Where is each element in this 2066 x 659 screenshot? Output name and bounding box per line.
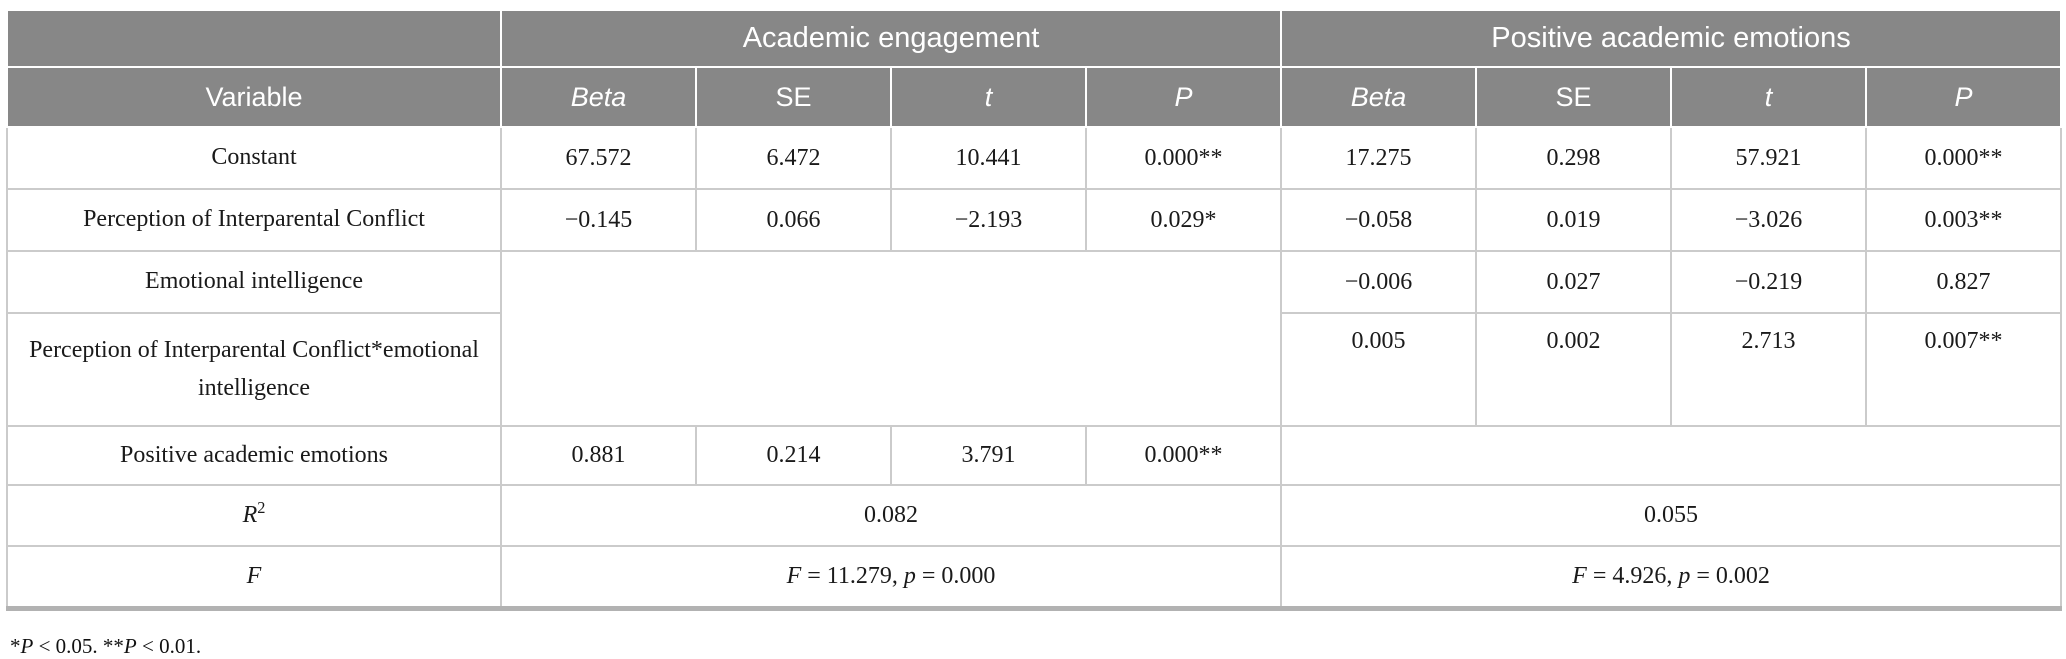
f-symbol: F [1572, 563, 1587, 589]
cell-value: −0.219 [1670, 250, 1868, 314]
col-header-p-emotions: P [1865, 66, 2063, 128]
r-exponent: 2 [257, 497, 266, 517]
significance-footnote: *P < 0.05. **P < 0.01. [10, 634, 2066, 659]
col-header-t-emotions: t [1670, 66, 1868, 128]
table-row-perception-conflict: Perception of Interparental Conflict −0.… [6, 188, 2063, 252]
f-value: = 4.926, [1586, 563, 1679, 589]
footnote-p-symbol: P [20, 634, 34, 658]
cell-value: 10.441 [890, 126, 1087, 190]
footnote-text: < 0.01. [136, 634, 202, 658]
cell-value: 0.005 [1280, 312, 1478, 427]
row-label-text: Perception of Interparental Conflict*emo… [29, 337, 479, 401]
p-symbol: p [903, 563, 916, 589]
p-value: = 0.000 [915, 563, 996, 589]
cell-value: −0.058 [1280, 188, 1478, 252]
table-row-f-statistic: F F = 11.279, p = 0.000 F = 4.926, p = 0… [6, 545, 2063, 610]
col-header-se-emotions: SE [1475, 66, 1673, 128]
table-row-conflict-x-emotional-intelligence: Perception of Interparental Conflict*emo… [6, 312, 2063, 427]
cell-value: 0.214 [695, 425, 892, 486]
column-header-row: Variable Beta SE t P Beta SE t P [6, 66, 2063, 128]
col-header-beta-engagement: Beta [500, 66, 697, 128]
cell-value: −0.145 [500, 188, 697, 252]
col-header-p-engagement: P [1084, 66, 1283, 128]
empty-merged-cell-engagement [499, 250, 1283, 427]
cell-value: 0.002 [1475, 312, 1673, 427]
cell-value: 6.472 [695, 126, 892, 190]
cell-value: 3.791 [890, 425, 1087, 486]
group-header-row: Academic engagement Positive academic em… [6, 9, 2063, 68]
row-label-f: F [6, 545, 502, 610]
row-label: Perception of Interparental Conflict*emo… [6, 312, 502, 427]
r-symbol: R [242, 501, 258, 528]
col-header-se-engagement: SE [695, 66, 892, 128]
table-row-positive-academic-emotions: Positive academic emotions 0.881 0.214 3… [6, 425, 2063, 486]
row-label: Perception of Interparental Conflict [6, 188, 502, 252]
cell-value: 0.827 [1865, 250, 2063, 314]
r-squared-engagement-value: 0.082 [499, 484, 1283, 547]
cell-value: 0.027 [1475, 250, 1673, 314]
p-symbol: p [1678, 563, 1691, 589]
f-statistic-emotions-value: F = 4.926, p = 0.002 [1280, 545, 2063, 610]
cell-value: −0.006 [1280, 250, 1478, 314]
cell-value: 0.066 [695, 188, 892, 252]
cell-value: 0.007** [1865, 312, 2063, 427]
cell-value: 0.881 [500, 425, 697, 486]
r-squared-emotions-value: 0.055 [1280, 484, 2063, 547]
table-row-emotional-intelligence: Emotional intelligence −0.006 0.027 −0.2… [6, 250, 2063, 427]
empty-merged-cell-emotions [1280, 425, 2063, 486]
row-label-r-squared: R2 [6, 484, 502, 547]
footnote-text: < 0.05. [33, 634, 103, 658]
cell-value: 0.298 [1475, 126, 1673, 190]
table-row-r-squared: R2 0.082 0.055 [6, 484, 2063, 547]
cell-value: 0.000** [1865, 126, 2063, 190]
f-statistic-engagement-value: F = 11.279, p = 0.000 [499, 545, 1283, 610]
f-value: = 11.279, [801, 563, 904, 589]
f-symbol: F [786, 563, 802, 589]
p-value: = 0.002 [1690, 563, 1770, 589]
cell-value: 0.019 [1475, 188, 1673, 252]
col-header-beta-emotions: Beta [1280, 66, 1478, 128]
table-row-constant: Constant 67.572 6.472 10.441 0.000** 17.… [6, 126, 2063, 190]
corner-empty-cell [6, 9, 502, 68]
cell-value: 57.921 [1670, 126, 1868, 190]
cell-value: −2.193 [890, 188, 1087, 252]
regression-results-table: Academic engagement Positive academic em… [6, 9, 2063, 611]
group-header-academic-engagement: Academic engagement [499, 9, 1283, 68]
row-label: Positive academic emotions [6, 425, 502, 486]
col-header-t-engagement: t [890, 66, 1087, 128]
cell-value: 2.713 [1670, 312, 1868, 427]
col-header-variable: Variable [6, 66, 502, 128]
cell-value: 0.000** [1084, 425, 1283, 486]
cell-value: 17.275 [1280, 126, 1478, 190]
row-label: Emotional intelligence [6, 250, 502, 314]
group-header-positive-academic-emotions: Positive academic emotions [1280, 9, 2063, 68]
footnote-double-star: ** [102, 634, 124, 658]
footnote-p-symbol: P [123, 634, 137, 658]
cell-value: 0.029* [1084, 188, 1283, 252]
cell-value: −3.026 [1670, 188, 1868, 252]
cell-value: 67.572 [500, 126, 697, 190]
row-label: Constant [6, 126, 502, 190]
cell-value: 0.000** [1084, 126, 1283, 190]
footnote-star: * [10, 634, 21, 658]
cell-value: 0.003** [1865, 188, 2063, 252]
